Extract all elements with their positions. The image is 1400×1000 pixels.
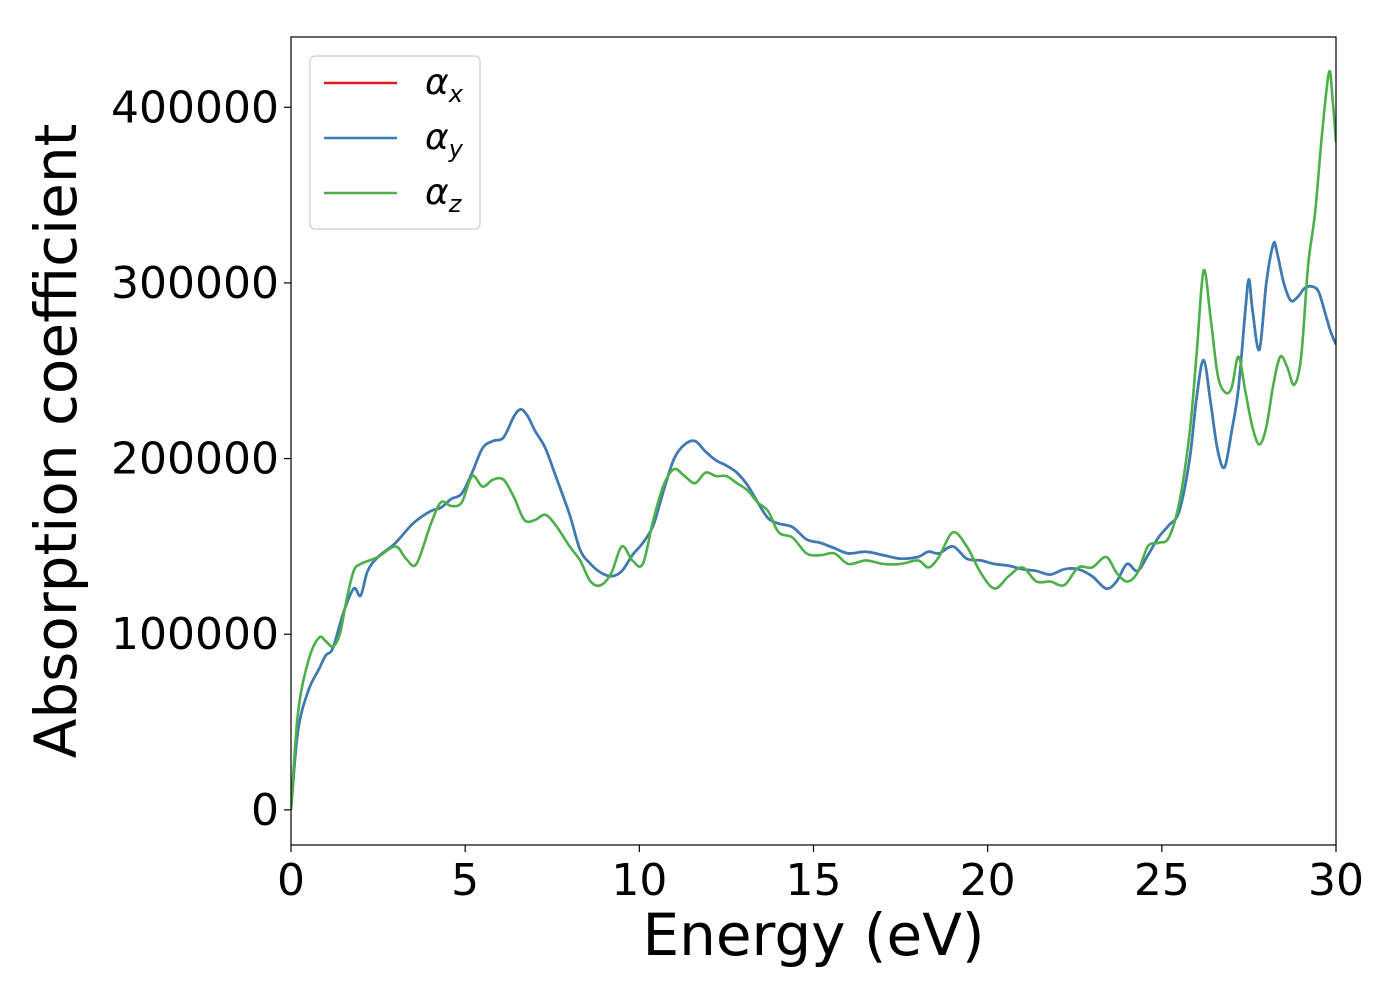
series-line-alpha-y bbox=[291, 240, 1336, 810]
legend-label-symbol: α bbox=[425, 172, 449, 213]
y-axis-title: Absorption coefficient bbox=[22, 124, 90, 759]
x-axis: 0 5 10 15 20 25 30 bbox=[277, 845, 1364, 906]
legend-label-symbol: α bbox=[425, 62, 449, 103]
legend-box bbox=[309, 55, 481, 230]
x-tick-label: 0 bbox=[277, 855, 305, 906]
x-tick-label: 20 bbox=[960, 855, 1016, 906]
y-tick-label: 400000 bbox=[111, 82, 279, 133]
y-tick-label: 0 bbox=[251, 785, 279, 836]
x-axis-title: Energy (eV) bbox=[642, 901, 984, 969]
x-tick-label: 15 bbox=[786, 855, 842, 906]
y-tick-label: 200000 bbox=[111, 434, 279, 485]
y-tick-label: 100000 bbox=[111, 609, 279, 660]
legend-label-alpha-y: αy bbox=[425, 117, 464, 163]
legend-label-alpha-z: αz bbox=[425, 172, 463, 218]
legend-label-subscript: z bbox=[448, 190, 463, 218]
legend-label-alpha-x: αx bbox=[425, 62, 464, 108]
plot-lines bbox=[291, 69, 1336, 810]
legend-label-subscript: y bbox=[448, 135, 464, 163]
x-tick-label: 10 bbox=[611, 855, 667, 906]
legend-label-symbol: α bbox=[425, 117, 449, 158]
legend-label-subscript: x bbox=[448, 80, 464, 108]
x-tick-label: 30 bbox=[1308, 855, 1364, 906]
x-tick-label: 5 bbox=[451, 855, 479, 906]
x-tick-label: 25 bbox=[1134, 855, 1190, 906]
y-axis: 0 100000 200000 300000 400000 bbox=[111, 82, 291, 836]
series-line-alpha-z bbox=[291, 69, 1336, 810]
series-line-alpha-x bbox=[291, 240, 1336, 810]
y-tick-label: 300000 bbox=[111, 258, 279, 309]
